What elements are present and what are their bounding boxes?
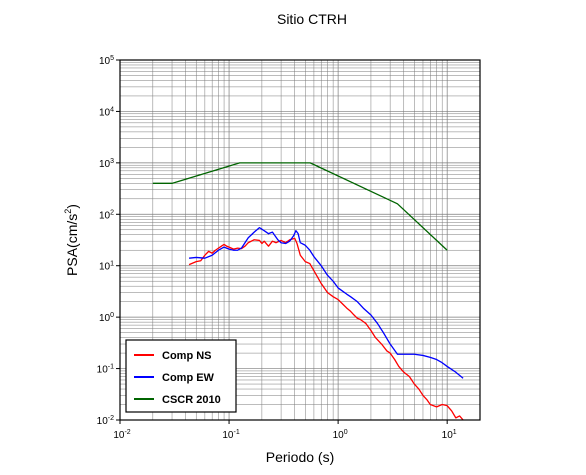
y-axis-label-close: ) — [64, 204, 80, 209]
y-axis-label-exponent: 2 — [63, 209, 73, 214]
y-axis-label: PSA(cm/s2) — [63, 204, 80, 276]
x-tick-label: 100 — [333, 429, 348, 441]
x-tick-label: 101 — [442, 429, 457, 441]
legend-label-cscr-2010: CSCR 2010 — [162, 394, 221, 406]
series-layer — [152, 162, 464, 421]
plot-frame — [119, 59, 481, 421]
legend-label-comp-ew: Comp EW — [162, 372, 215, 384]
y-tick-label: 10-1 — [97, 364, 114, 376]
y-axis-label-base: PSA(cm/s — [64, 214, 80, 276]
x-tick-labels: 10-2 10-1 100 101 — [113, 420, 457, 441]
chart-legend: Comp NS Comp EW CSCR 2010 — [125, 339, 237, 413]
x-tick-label: 10-1 — [222, 429, 239, 441]
y-tick-label: 103 — [99, 158, 114, 170]
series-line-comp-ew — [189, 226, 464, 379]
y-tick-label: 10-2 — [97, 415, 114, 427]
y-tick-label: 105 — [99, 55, 114, 67]
chart-title: Sitio CTRH — [277, 11, 347, 27]
x-axis-label: Periodo (s) — [266, 449, 334, 465]
x-tick-label: 10-2 — [113, 429, 130, 441]
y-tick-label: 101 — [99, 261, 114, 273]
series-line-cscr-2010 — [152, 162, 448, 251]
series-line-comp-ns — [188, 237, 464, 421]
y-tick-label: 102 — [99, 209, 114, 221]
y-tick-labels: 10-2 10-1 100 101 102 103 104 105 — [97, 55, 120, 427]
legend-label-comp-ns: Comp NS — [162, 350, 212, 362]
y-tick-label: 100 — [99, 312, 114, 324]
y-tick-label: 104 — [99, 106, 114, 118]
